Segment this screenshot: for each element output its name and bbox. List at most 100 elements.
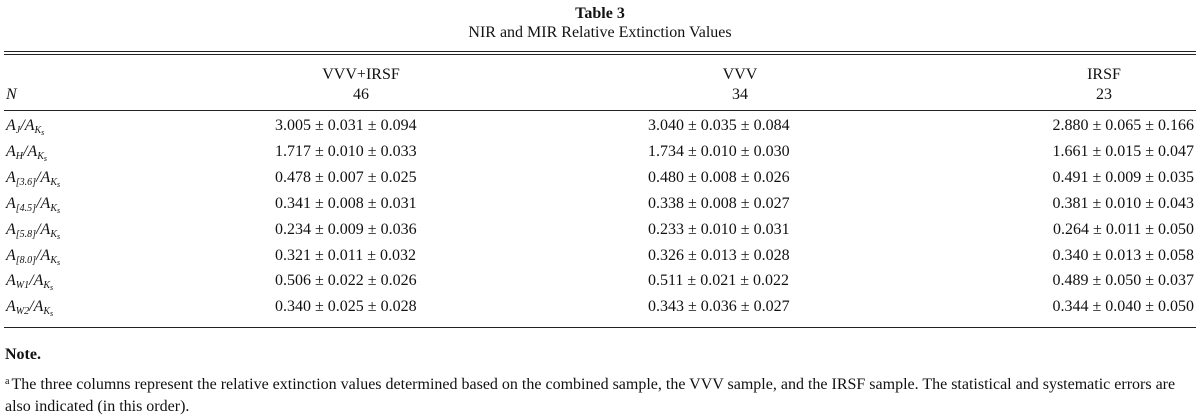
table-row: A[4.5]/AKs 0.341 ± 0.008 ± 0.031 0.338 ± 0… — [0, 191, 1200, 217]
bottom-rule — [4, 327, 1196, 328]
row-label-numerator-subscript: W2 — [15, 306, 30, 318]
column-n-1: 46 — [353, 86, 369, 103]
row-label-denominator-subscript-group: Ks — [37, 150, 48, 163]
row-label-denominator: A — [40, 168, 51, 186]
column-header-3: IRSF — [1087, 66, 1121, 83]
table-cell-col-3: 0.491 ± 0.009 ± 0.035 — [1052, 168, 1194, 186]
row-label-denominator-subscript-group: Ks — [50, 203, 60, 215]
table-cell-col-2: 0.326 ± 0.013 ± 0.028 — [648, 246, 790, 264]
row-label: AW2/AKs — [6, 298, 53, 318]
table-cell-col-2: 0.480 ± 0.008 ± 0.026 — [648, 168, 790, 186]
row-label-numerator: A — [6, 168, 16, 186]
top-rule-2 — [4, 54, 1196, 55]
row-label-slash: / — [36, 246, 41, 264]
table-cell-col-2: 3.040 ± 0.035 ± 0.084 — [648, 117, 790, 134]
row-label: AH/AKs — [6, 143, 47, 163]
row-label-denominator-subsubscript: s — [56, 231, 61, 241]
column-header-2: VVV — [722, 66, 758, 83]
note-body: a The three columns represent the relativ… — [5, 371, 1195, 418]
table-cell-col-1: 0.506 ± 0.022 ± 0.026 — [275, 272, 417, 290]
row-header-n: N — [6, 86, 17, 103]
table-cell-col-2: 0.343 ± 0.036 ± 0.027 — [648, 298, 790, 316]
table-title: NIR and MIR Relative Extinction Values — [468, 24, 732, 41]
row-label-denominator-subscript: K — [50, 176, 57, 188]
table-cell-col-1: 0.341 ± 0.008 ± 0.031 — [275, 194, 417, 212]
table-cell-col-3: 0.264 ± 0.011 ± 0.050 — [1053, 220, 1194, 238]
row-label-denominator-subscript-group: Ks — [50, 254, 61, 267]
row-label-numerator-subscript: [8.0] — [15, 254, 37, 266]
row-label-denominator: A — [27, 142, 38, 160]
row-label-denominator: A — [33, 272, 44, 290]
row-label-denominator: A — [40, 220, 51, 238]
row-label-denominator-subsubscript: s — [41, 128, 45, 137]
note-heading: Note. — [5, 346, 41, 363]
table-cell-col-1: 0.478 ± 0.007 ± 0.025 — [275, 168, 417, 186]
row-label-numerator: A — [6, 272, 16, 290]
row-label-denominator-subsubscript: s — [50, 283, 54, 293]
table-row: AW1/AKs 0.506 ± 0.022 ± 0.026 0.511 ± 0.02… — [0, 268, 1200, 294]
row-label-slash: / — [36, 220, 41, 238]
row-label: AW1/AKs — [6, 272, 53, 292]
row-label-slash: / — [23, 142, 28, 160]
row-label-numerator-subscript: [4.5] — [15, 202, 37, 214]
table-cell-col-3: 0.381 ± 0.010 ± 0.043 — [1052, 194, 1194, 212]
table-label: Table 3 — [575, 5, 625, 22]
table-cell-col-1: 0.234 ± 0.009 ± 0.036 — [275, 220, 417, 238]
row-label-denominator: A — [40, 246, 51, 264]
row-label-numerator: A — [6, 246, 16, 264]
row-label: A[5.8]/AKs — [6, 221, 60, 241]
column-n-3: 23 — [1096, 86, 1112, 103]
table-cell-col-2: 0.338 ± 0.008 ± 0.027 — [648, 194, 790, 212]
table-cell-col-1: 0.321 ± 0.011 ± 0.032 — [275, 246, 416, 264]
row-label-denominator-subsubscript: s — [50, 309, 54, 319]
row-label-denominator-subscript: K — [37, 150, 44, 162]
row-label-slash: / — [36, 194, 41, 212]
row-label-denominator-subscript-group: Ks — [34, 125, 45, 137]
row-label-denominator-subscript-group: Ks — [43, 280, 54, 293]
row-label-slash: / — [29, 298, 34, 316]
row-label-denominator-subscript-group: Ks — [50, 176, 61, 189]
table-row: AW2/AKs 0.340 ± 0.025 ± 0.028 0.343 ± 0.03… — [0, 294, 1200, 320]
table-cell-col-3: 0.340 ± 0.013 ± 0.058 — [1052, 246, 1194, 264]
row-label: A[8.0]/AKs — [6, 247, 60, 267]
row-label-denominator-subsubscript: s — [43, 153, 48, 163]
row-label-slash: / — [20, 117, 25, 134]
row-label-numerator-subscript: [3.6] — [15, 176, 37, 188]
row-label-denominator-subscript: K — [43, 306, 51, 318]
table-row: A[3.6]/AKs 0.478 ± 0.007 ± 0.025 0.480 ± 0… — [0, 165, 1200, 191]
row-label-denominator-subscript: K — [50, 254, 57, 266]
note-text: The three columns represent the relative… — [5, 376, 1176, 415]
row-label: AJ/AKs — [6, 117, 44, 137]
table-cell-col-1: 3.005 ± 0.031 ± 0.094 — [275, 117, 417, 134]
row-label-numerator-subscript: [5.8] — [15, 228, 37, 240]
row-label-denominator: A — [33, 298, 44, 316]
row-label-denominator-subscript: K — [43, 280, 51, 292]
row-label-denominator: A — [40, 194, 51, 212]
table-cell-col-3: 2.880 ± 0.065 ± 0.166 — [1052, 117, 1194, 134]
row-label-numerator: A — [6, 298, 16, 316]
row-label-denominator-subsubscript: s — [56, 257, 61, 267]
row-label-numerator-subscript: H — [15, 150, 24, 162]
table-row: AJ/AKs 3.005 ± 0.031 ± 0.094 3.040 ± 0.035… — [0, 113, 1200, 139]
column-n-2: 34 — [732, 86, 748, 103]
top-rule — [4, 51, 1196, 52]
table-row: A[5.8]/AKs 0.234 ± 0.009 ± 0.036 0.233 ± 0… — [0, 217, 1200, 243]
table-cell-col-3: 1.661 ± 0.015 ± 0.047 — [1052, 142, 1194, 160]
row-label-numerator-subscript: J — [15, 125, 21, 136]
table-cell-col-1: 0.340 ± 0.025 ± 0.028 — [275, 298, 417, 316]
table-row: AH/AKs 1.717 ± 0.010 ± 0.033 1.734 ± 0.010… — [0, 139, 1200, 165]
row-label-denominator-subscript: K — [34, 125, 42, 136]
table-cell-col-1: 1.717 ± 0.010 ± 0.033 — [275, 142, 417, 160]
header-rule — [4, 110, 1196, 111]
row-label: A[4.5]/AKs — [6, 195, 60, 215]
table-cell-col-2: 1.734 ± 0.010 ± 0.030 — [648, 142, 790, 160]
row-label-numerator-subscript: W1 — [15, 280, 30, 292]
row-label-numerator: A — [6, 220, 16, 238]
row-label-slash: / — [36, 168, 41, 186]
row-label: A[3.6]/AKs — [6, 169, 60, 189]
row-label-numerator: A — [6, 194, 16, 212]
note-marker: a — [5, 376, 10, 387]
row-label-denominator-subsubscript: s — [56, 179, 61, 189]
row-label-denominator: A — [24, 117, 35, 134]
row-label-denominator-subscript-group: Ks — [43, 306, 54, 319]
